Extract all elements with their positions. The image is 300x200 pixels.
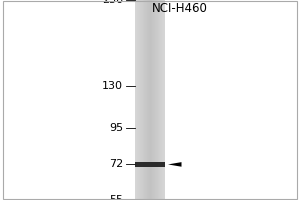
Bar [159, 0, 160, 200]
Bar [160, 0, 161, 200]
Text: 130: 130 [102, 81, 123, 91]
Bar [143, 0, 144, 200]
Bar [163, 0, 164, 200]
Bar [135, 162, 165, 167]
Bar [150, 0, 151, 200]
Polygon shape [168, 162, 182, 167]
Text: NCI-H460: NCI-H460 [152, 2, 208, 15]
Bar [164, 0, 165, 200]
Bar [162, 0, 163, 200]
Bar [136, 0, 137, 200]
Bar [139, 0, 140, 200]
Bar [140, 0, 141, 200]
Text: 250: 250 [102, 0, 123, 5]
Bar [137, 0, 138, 200]
Bar [142, 0, 143, 200]
Bar [158, 0, 159, 200]
Bar [151, 0, 152, 200]
Bar [135, 0, 136, 200]
Bar [138, 0, 139, 200]
Bar [141, 0, 142, 200]
Bar [152, 0, 153, 200]
Bar [149, 0, 150, 200]
Bar [155, 0, 156, 200]
Bar [144, 0, 145, 200]
Bar [145, 0, 146, 200]
Text: 55: 55 [109, 195, 123, 200]
Bar [146, 0, 147, 200]
Bar [147, 0, 148, 200]
Bar [153, 0, 154, 200]
Bar [156, 0, 157, 200]
Bar [154, 0, 155, 200]
Bar [161, 0, 162, 200]
Bar [160, 0, 161, 200]
Bar [136, 0, 137, 200]
Text: 72: 72 [109, 159, 123, 169]
Text: 95: 95 [109, 123, 123, 133]
Bar [148, 0, 149, 200]
Bar [157, 0, 158, 200]
Bar [154, 0, 155, 200]
